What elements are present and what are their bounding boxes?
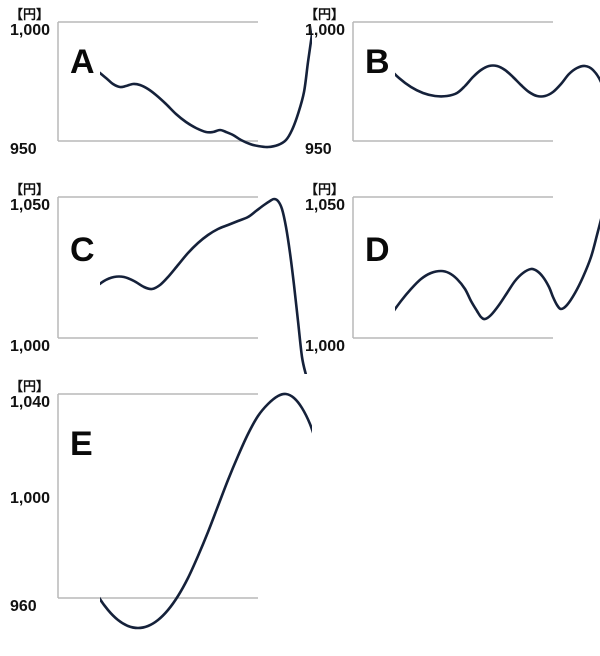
- stock-chart-panel-b: 【円】 1,000 950 B: [305, 8, 555, 163]
- chart-frame-a: [58, 22, 258, 141]
- chart-frame-e: [58, 394, 258, 598]
- stock-chart-svg-e[interactable]: [10, 380, 260, 620]
- stock-chart-panel-c: 【円】 1,050 1,000 C: [10, 183, 260, 360]
- chart-frame-d: [353, 197, 553, 338]
- chart-frame-c: [58, 197, 258, 338]
- stock-chart-svg-a[interactable]: [10, 8, 260, 163]
- stock-price-line-a[interactable]: [58, 7, 316, 147]
- stock-chart-panel-e: 【円】 1,040 1,000 960 E: [10, 380, 260, 620]
- stock-price-line-b[interactable]: [353, 22, 600, 167]
- stock-chart-svg-c[interactable]: [10, 183, 260, 360]
- stock-price-line-e[interactable]: [58, 394, 332, 628]
- stock-price-line-c[interactable]: [58, 199, 306, 375]
- stock-chart-svg-b[interactable]: [305, 8, 555, 163]
- chart-frame-b: [353, 22, 553, 141]
- stock-price-line-d[interactable]: [353, 189, 600, 375]
- stock-chart-panel-a: 【円】 1,000 950 A: [10, 8, 260, 163]
- stock-chart-svg-d[interactable]: [305, 183, 555, 360]
- stock-chart-panel-d: 【円】 1,050 1,000 D: [305, 183, 555, 360]
